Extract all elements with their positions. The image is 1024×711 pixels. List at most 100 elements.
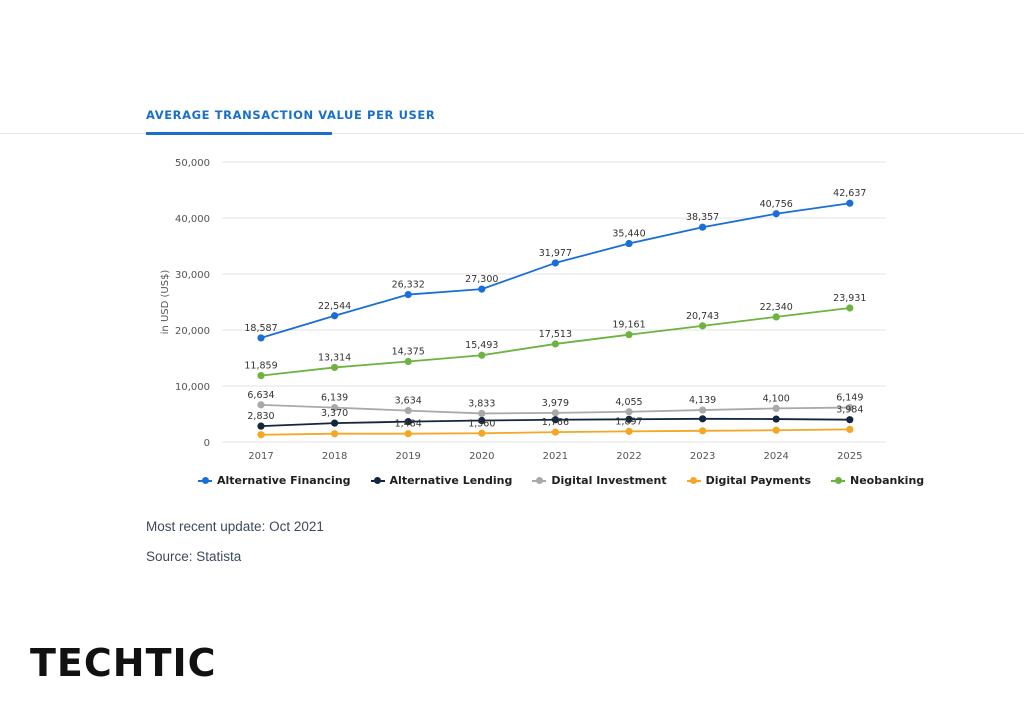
data-label: 40,756 bbox=[760, 199, 793, 210]
data-label: 31,977 bbox=[539, 248, 572, 259]
legend-item[interactable]: Digital Payments bbox=[686, 474, 811, 487]
data-label: 22,544 bbox=[318, 301, 351, 312]
x-tick-label: 2018 bbox=[322, 451, 347, 462]
data-label: 20,743 bbox=[686, 311, 719, 322]
tab-bar-divider bbox=[0, 133, 1024, 134]
data-point bbox=[478, 429, 486, 437]
data-label: 3,979 bbox=[542, 398, 569, 409]
x-tick-label: 2019 bbox=[395, 451, 420, 462]
data-point bbox=[846, 304, 854, 312]
y-tick-label: 40,000 bbox=[175, 214, 210, 225]
data-point bbox=[404, 430, 412, 438]
data-point bbox=[331, 419, 339, 427]
legend-swatch-icon bbox=[370, 477, 385, 485]
data-point bbox=[331, 404, 339, 412]
data-point bbox=[699, 223, 707, 231]
y-tick-label: 30,000 bbox=[175, 270, 210, 281]
data-point bbox=[404, 418, 412, 426]
data-label: 22,340 bbox=[760, 302, 793, 313]
data-label: 2,830 bbox=[247, 411, 274, 422]
data-point bbox=[257, 431, 265, 439]
y-axis-label: in USD (US$) bbox=[160, 270, 171, 335]
data-label: 38,357 bbox=[686, 212, 719, 223]
y-tick-label: 0 bbox=[204, 438, 210, 449]
source-note: Source: Statista bbox=[146, 549, 242, 564]
legend-item[interactable]: Neobanking bbox=[831, 474, 924, 487]
data-label: 3,984 bbox=[836, 405, 863, 416]
data-point bbox=[846, 425, 854, 433]
data-label: 26,332 bbox=[392, 280, 425, 291]
data-label: 19,161 bbox=[612, 320, 645, 331]
data-point bbox=[699, 322, 707, 330]
data-point bbox=[699, 406, 707, 414]
data-point bbox=[551, 409, 560, 417]
data-point bbox=[257, 401, 265, 409]
data-label: 11,859 bbox=[244, 361, 277, 372]
data-point bbox=[404, 290, 412, 299]
y-tick-label: 50,000 bbox=[175, 158, 210, 169]
data-label: 15,493 bbox=[465, 340, 498, 351]
data-label: 4,139 bbox=[689, 395, 716, 406]
data-point bbox=[846, 199, 854, 207]
data-label: 14,375 bbox=[392, 347, 425, 358]
legend-label: Digital Payments bbox=[705, 474, 811, 487]
data-point bbox=[625, 239, 633, 248]
data-point bbox=[404, 357, 412, 366]
data-label: 42,637 bbox=[833, 188, 866, 199]
y-tick-label: 20,000 bbox=[175, 326, 210, 337]
data-point bbox=[772, 313, 780, 321]
tab-average-transaction-value[interactable]: AVERAGE TRANSACTION VALUE PER USER bbox=[146, 108, 436, 122]
data-label: 6,634 bbox=[247, 390, 274, 401]
techtic-logo: TECHTIC bbox=[30, 641, 217, 685]
data-point bbox=[846, 416, 854, 424]
legend-item[interactable]: Alternative Financing bbox=[198, 474, 351, 487]
data-label: 3,833 bbox=[468, 398, 495, 409]
chart-legend: Alternative Financing Alternative Lending… bbox=[198, 474, 944, 487]
data-label: 13,314 bbox=[318, 352, 351, 363]
data-point bbox=[478, 351, 486, 359]
data-point bbox=[625, 415, 633, 423]
data-point bbox=[625, 427, 633, 435]
x-tick-label: 2020 bbox=[469, 451, 494, 462]
legend-swatch-icon bbox=[831, 477, 845, 485]
data-point bbox=[772, 404, 780, 412]
x-tick-label: 2025 bbox=[837, 451, 862, 462]
data-label: 1,484 bbox=[395, 419, 422, 430]
data-label: 4,100 bbox=[763, 393, 790, 404]
data-label: 27,300 bbox=[465, 274, 498, 285]
data-point bbox=[772, 415, 780, 423]
x-tick-label: 2023 bbox=[690, 451, 715, 462]
series-line-alternative-financing bbox=[260, 202, 850, 339]
data-point bbox=[625, 408, 633, 416]
data-label: 1,560 bbox=[468, 418, 495, 429]
data-label: 1,897 bbox=[615, 416, 642, 427]
legend-item[interactable]: Digital Investment bbox=[532, 474, 667, 487]
data-label: 35,440 bbox=[612, 229, 645, 240]
x-tick-label: 2024 bbox=[763, 451, 788, 462]
legend-swatch-icon bbox=[532, 477, 547, 485]
data-point bbox=[331, 430, 339, 438]
legend-label: Digital Investment bbox=[551, 474, 667, 487]
legend-item[interactable]: Alternative Lending bbox=[370, 474, 513, 487]
data-point bbox=[551, 428, 560, 436]
data-point bbox=[551, 259, 560, 267]
x-tick-label: 2021 bbox=[543, 451, 568, 462]
data-label: 6,139 bbox=[321, 393, 348, 404]
active-tab-indicator bbox=[146, 132, 332, 135]
data-point bbox=[257, 334, 265, 342]
data-point bbox=[257, 371, 265, 380]
data-label: 18,587 bbox=[244, 323, 277, 334]
legend-label: Alternative Lending bbox=[389, 474, 513, 487]
data-point bbox=[404, 407, 412, 415]
data-point bbox=[331, 312, 339, 320]
data-point bbox=[772, 210, 780, 218]
legend-label: Neobanking bbox=[850, 474, 925, 487]
x-tick-label: 2017 bbox=[248, 451, 273, 462]
data-point bbox=[551, 340, 560, 348]
data-point bbox=[699, 415, 707, 423]
data-point bbox=[551, 416, 560, 424]
data-point bbox=[846, 403, 854, 412]
data-point bbox=[699, 427, 707, 435]
data-point bbox=[478, 416, 486, 425]
